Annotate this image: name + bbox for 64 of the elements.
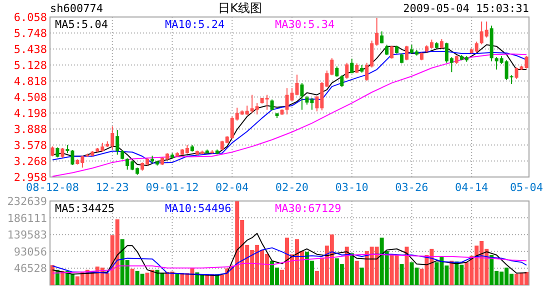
candlestick [400,53,404,64]
y-tick-label: 3.888 [14,123,47,136]
text: sh600774 [50,2,104,15]
y-tick-label: 6.058 [14,11,47,24]
text: MA5:5.04 [55,18,108,31]
y-tick-label: 139583 [7,228,47,242]
candlestick [340,74,344,88]
bar [360,268,364,285]
y-tick-label: 232639 [7,195,47,208]
line-series [52,254,528,274]
y-tick-label: 3.578 [14,139,47,152]
candlestick [355,62,359,74]
candlestick [56,146,60,158]
bar [450,260,454,285]
candlestick [385,44,389,56]
x-tick-label: 12-23 [96,181,129,194]
candlestick [270,98,274,111]
chart-title: 日K线图 [218,1,262,15]
candlestick [405,45,408,61]
y-tick-label: 5.748 [14,27,47,40]
bar [50,265,54,285]
candlestick [390,45,394,60]
y-tick-label: 46528 [14,262,47,276]
y-tick-label: 93056 [14,245,47,258]
line-series [52,232,528,276]
y-tick-label: 5.128 [14,59,47,72]
text: MA10:5.24 [165,18,225,31]
bar [404,246,409,285]
y-tick-label: 186111 [7,212,47,225]
candlestick [116,129,120,156]
text: MA10:54496 [165,202,232,215]
y-tick-label: 5.438 [14,43,47,56]
candlestick [50,146,54,157]
x-tick-label: 05-04 [510,181,544,194]
bar [350,253,354,285]
x-tick-label: 04-14 [455,181,489,194]
x-tick-label: 02-04 [216,181,250,194]
x-tick-label: 03-10 [335,181,368,194]
bar [175,273,180,285]
x-tick-label: 08-12-08 [26,181,79,194]
chart-subtitle: 2009-05-04 15:03:31 [403,2,529,15]
y-tick-label: 4.818 [14,75,47,88]
candlestick [350,58,354,74]
y-tick-label: 4.198 [14,107,47,120]
bar [400,264,404,285]
text: MA30:5.34 [275,18,335,31]
candlestick [300,82,304,110]
bar [130,268,134,285]
candlestick [440,38,444,49]
bar [354,260,359,285]
y-tick-label: 4.508 [14,91,47,104]
x-tick-label: 03-26 [395,181,428,194]
line-series [52,247,528,276]
x-tick-label: 02-20 [275,181,309,194]
candlestick [60,147,64,158]
text: MA5:34425 [55,202,115,215]
candlestick [345,62,349,80]
y-tick-label: 2.958 [14,171,47,184]
y-tick-label: 3.268 [14,155,47,168]
candlestick [335,66,339,78]
candlestick [120,150,124,160]
text: MA30:67129 [275,202,342,215]
bar [344,246,349,285]
x-tick-label: 09-01-12 [146,181,199,194]
